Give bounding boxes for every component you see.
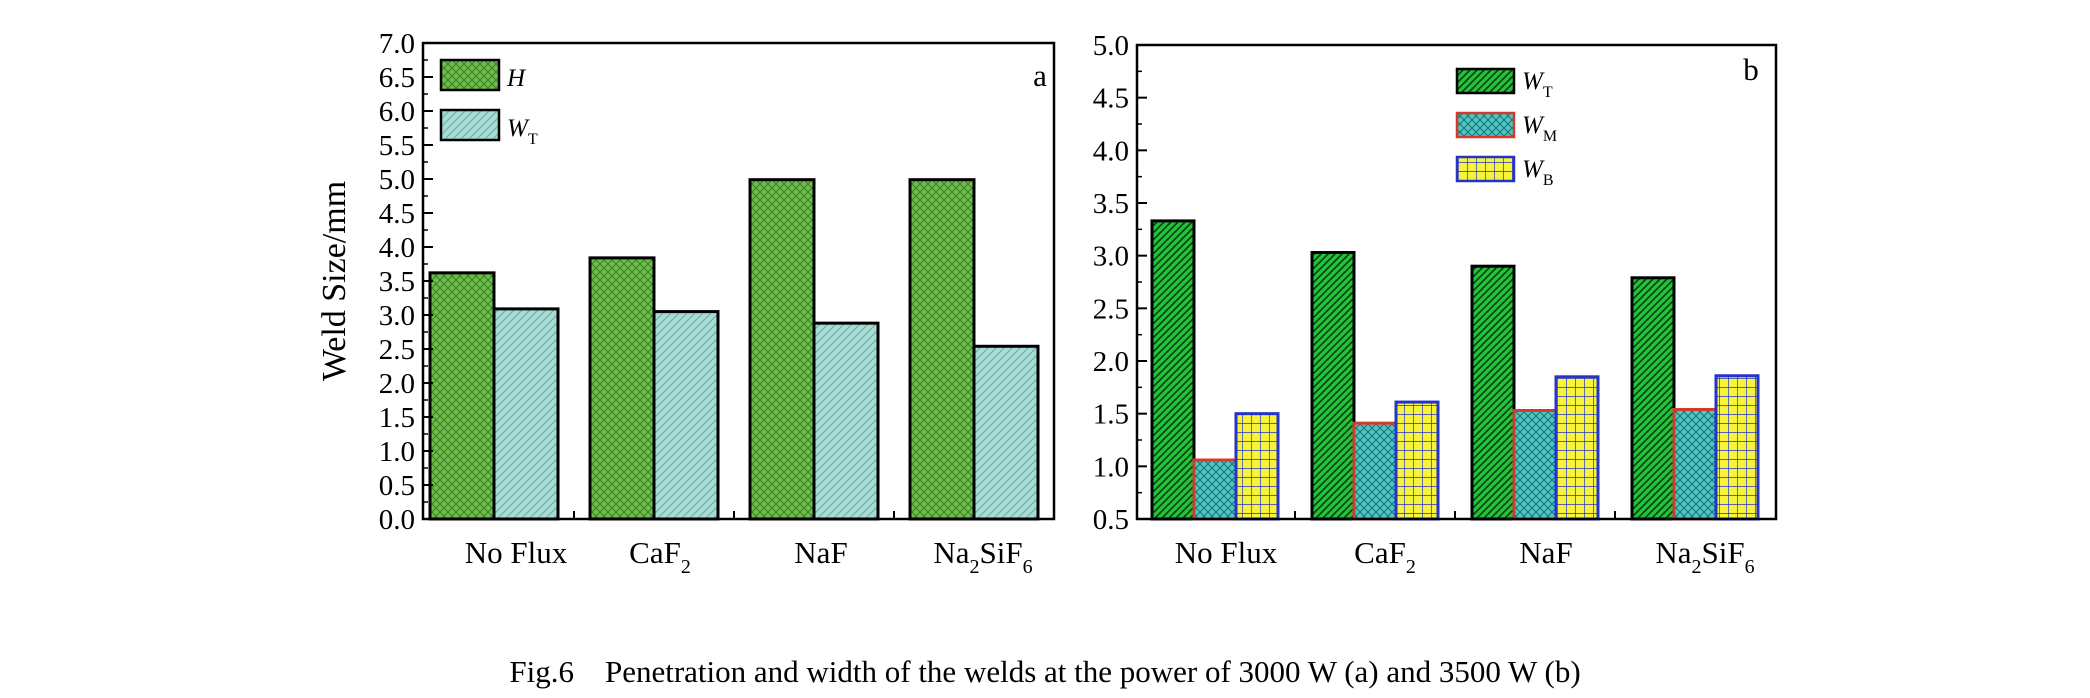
category-label: No Flux <box>1175 535 1278 570</box>
y-tick-label: 4.0 <box>379 232 415 264</box>
bar-WM-No Flux <box>1192 458 1238 521</box>
legend-entry: WM <box>1522 112 1557 145</box>
legend-swatch <box>1455 67 1516 95</box>
legend-swatch <box>1455 111 1516 139</box>
y-tick-label: 4.5 <box>379 198 415 230</box>
category-label: No Flux <box>465 535 568 570</box>
y-tick-label: 6.0 <box>379 96 415 128</box>
bar-WT-Na2SiF6 <box>1630 276 1676 521</box>
bar-WM-Na2SiF6 <box>1672 407 1718 521</box>
chart-panel-a: 0.00.51.01.52.02.53.03.54.04.55.05.56.06… <box>316 28 1056 578</box>
y-tick-label: 1.0 <box>1093 451 1129 483</box>
legend-entry: H <box>506 65 527 92</box>
y-tick-label: 1.5 <box>1093 399 1129 431</box>
legend-entry: WT <box>1522 68 1553 101</box>
legend-swatch <box>439 58 501 92</box>
category-label: CaF2 <box>1354 535 1416 578</box>
chart-panel-b: 0.5 1.0 1.5 2.0 2.5 3.0 3.5 4.0 4.5 5.0 No Flux CaF… <box>1093 30 1778 578</box>
category-label: NaF <box>1519 535 1572 570</box>
y-tick-label: 2.5 <box>379 334 415 366</box>
bar-WT-Na2SiF6 <box>972 344 1040 521</box>
bar-WT-NaF <box>812 321 880 521</box>
panel-letter: a <box>1033 58 1047 93</box>
bar-H-NaF <box>748 178 816 521</box>
y-tick-label: 0.5 <box>379 470 415 502</box>
bar-WB-NaF <box>1554 375 1600 521</box>
y-tick-label: 7.0 <box>379 28 415 60</box>
category-label: Na2SiF6 <box>1655 535 1754 578</box>
bar-H-Na2SiF6 <box>908 178 976 521</box>
figure-caption: Fig.6 Penetration and width of the welds… <box>509 654 1581 689</box>
bar-H-CaF2 <box>588 256 656 521</box>
bar-WT-CaF2 <box>652 310 720 521</box>
legend-entry: WT <box>507 115 538 148</box>
legend-entry: WB <box>1522 156 1554 189</box>
category-label: Na2SiF6 <box>933 535 1032 578</box>
y-tick-label: 2.0 <box>1093 346 1129 378</box>
y-tick-label: 6.5 <box>379 62 415 94</box>
bar-WB-Na2SiF6 <box>1714 374 1760 521</box>
bar-WT-No Flux <box>492 307 560 521</box>
bar-WT-CaF2 <box>1310 251 1356 521</box>
y-tick-label: 5.0 <box>379 164 415 196</box>
y-axis-title: Weld Size/mm <box>316 181 353 381</box>
y-tick-label: 3.5 <box>1093 188 1129 220</box>
y-tick-label: 1.5 <box>379 402 415 434</box>
y-tick-label: 3.0 <box>379 300 415 332</box>
y-tick-label: 4.5 <box>1093 83 1129 115</box>
bar-WM-NaF <box>1512 409 1558 521</box>
category-label: NaF <box>794 535 847 570</box>
category-label: CaF2 <box>629 535 691 578</box>
y-tick-label: 1.0 <box>379 436 415 468</box>
y-tick-label: 3.0 <box>1093 241 1129 273</box>
y-tick-label: 3.5 <box>379 266 415 298</box>
bar-WM-CaF2 <box>1352 421 1398 521</box>
panel-letter: b <box>1743 52 1759 87</box>
bar-WT-NaF <box>1470 264 1516 521</box>
legend-swatch <box>439 108 501 142</box>
bar-WB-CaF2 <box>1394 400 1440 521</box>
bar-WT-No Flux <box>1150 219 1196 521</box>
y-tick-label: 2.5 <box>1093 293 1129 325</box>
bar-H-No Flux <box>428 271 496 521</box>
y-tick-label: 0.0 <box>379 504 415 536</box>
y-tick-label: 2.0 <box>379 368 415 400</box>
y-tick-label: 5.5 <box>379 130 415 162</box>
y-tick-label: 4.0 <box>1093 135 1129 167</box>
y-tick-label: 0.5 <box>1093 504 1129 536</box>
bar-WB-No Flux <box>1234 412 1280 521</box>
y-tick-label: 5.0 <box>1093 30 1129 62</box>
legend-swatch <box>1455 155 1516 183</box>
